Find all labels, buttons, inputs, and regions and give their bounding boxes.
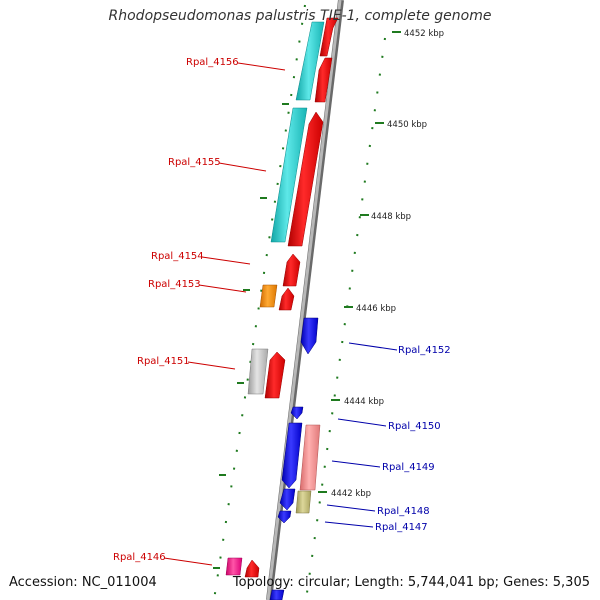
gene-rpal-4156-red-a[interactable] — [319, 17, 339, 57]
gene-rpal-4149-pink[interactable] — [299, 424, 321, 491]
label-text-rpal-4152[interactable]: Rpal_4152 — [398, 345, 451, 356]
accession-text: Accession: NC_011004 — [9, 575, 157, 590]
label-rpal-4153[interactable]: Rpal_4153 — [148, 279, 247, 293]
label-text-rpal-4151[interactable]: Rpal_4151 — [137, 356, 190, 367]
scale-tick-4450: 4450 kbp — [375, 120, 427, 130]
gene-rpal-4150-blue-small[interactable] — [290, 406, 304, 420]
scale-tick-4448: 4448 kbp — [360, 212, 411, 222]
gene-rpal-4147-blue[interactable] — [277, 510, 292, 524]
gene-rpal-4154-red[interactable] — [282, 253, 301, 287]
label-rpal-4148[interactable]: Rpal_4148 — [326, 504, 430, 517]
scale-tick-4446: 4446 kbp — [344, 304, 396, 314]
label-rpal-4154[interactable]: Rpal_4154 — [151, 251, 251, 265]
gene-bottom-blue[interactable] — [269, 589, 285, 600]
label-rpal-4151[interactable]: Rpal_4151 — [137, 356, 236, 370]
label-rpal-4146[interactable]: Rpal_4146 — [113, 552, 213, 566]
tick-label-4450: 4450 kbp — [387, 120, 427, 130]
tick-label-4446: 4446 kbp — [356, 304, 396, 314]
genome-title: Rhodopseudomonas palustris TIE-1, comple… — [108, 8, 492, 24]
scale-tick-4442: 4442 kbp — [318, 489, 371, 499]
tick-label-4452: 4452 kbp — [404, 29, 444, 39]
label-text-rpal-4153[interactable]: Rpal_4153 — [148, 279, 201, 290]
tick-label-4442: 4442 kbp — [331, 489, 371, 499]
label-text-rpal-4150[interactable]: Rpal_4150 — [388, 421, 441, 432]
gene-rpal-4148-olive[interactable] — [295, 490, 312, 514]
gene-rpal-4151-gray[interactable] — [247, 348, 269, 395]
genome-summary-text: Topology: circular; Length: 5,744,041 bp… — [232, 575, 590, 590]
scale-tick-4444: 4444 kbp — [331, 397, 384, 407]
label-text-rpal-4146[interactable]: Rpal_4146 — [113, 552, 166, 563]
label-rpal-4149[interactable]: Rpal_4149 — [331, 460, 435, 473]
label-text-rpal-4155[interactable]: Rpal_4155 — [168, 157, 221, 168]
gene-rpal-4155-cyan[interactable] — [270, 107, 308, 243]
tick-label-4448: 4448 kbp — [371, 212, 411, 222]
gene-rpal-4152-blue[interactable] — [300, 317, 319, 355]
gene-rpal-4156-red-b[interactable] — [314, 57, 333, 103]
gene-rpal-4156-cyan[interactable] — [295, 21, 325, 101]
label-rpal-4147[interactable]: Rpal_4147 — [324, 521, 428, 533]
gene-rpal-4155-red[interactable] — [287, 111, 324, 247]
gene-rpal-4148-blue[interactable] — [279, 488, 296, 511]
tick-label-4444: 4444 kbp — [344, 397, 384, 407]
gene-rpal-4146-magenta[interactable] — [225, 557, 243, 576]
minor-ticks-left — [213, 103, 289, 569]
gene-rpal-4146-red[interactable] — [244, 559, 260, 578]
label-text-rpal-4154[interactable]: Rpal_4154 — [151, 251, 204, 262]
gene-rpal-4153-orange[interactable] — [259, 284, 278, 308]
gene-rpal-4150-blue[interactable] — [281, 422, 303, 489]
label-text-rpal-4148[interactable]: Rpal_4148 — [377, 506, 430, 517]
genome-backbone — [266, 0, 342, 600]
label-rpal-4150[interactable]: Rpal_4150 — [337, 418, 441, 432]
label-rpal-4152[interactable]: Rpal_4152 — [348, 342, 451, 356]
gene-rpal-4151-red[interactable] — [264, 351, 286, 399]
label-rpal-4156[interactable]: Rpal_4156 — [186, 57, 286, 71]
gene-rpal-4153-red[interactable] — [278, 287, 295, 311]
label-text-rpal-4149[interactable]: Rpal_4149 — [382, 462, 435, 473]
label-rpal-4155[interactable]: Rpal_4155 — [168, 157, 267, 172]
label-text-rpal-4156[interactable]: Rpal_4156 — [186, 57, 239, 68]
scale-tick-4452: 4452 kbp — [392, 29, 444, 39]
label-text-rpal-4147[interactable]: Rpal_4147 — [375, 522, 428, 533]
